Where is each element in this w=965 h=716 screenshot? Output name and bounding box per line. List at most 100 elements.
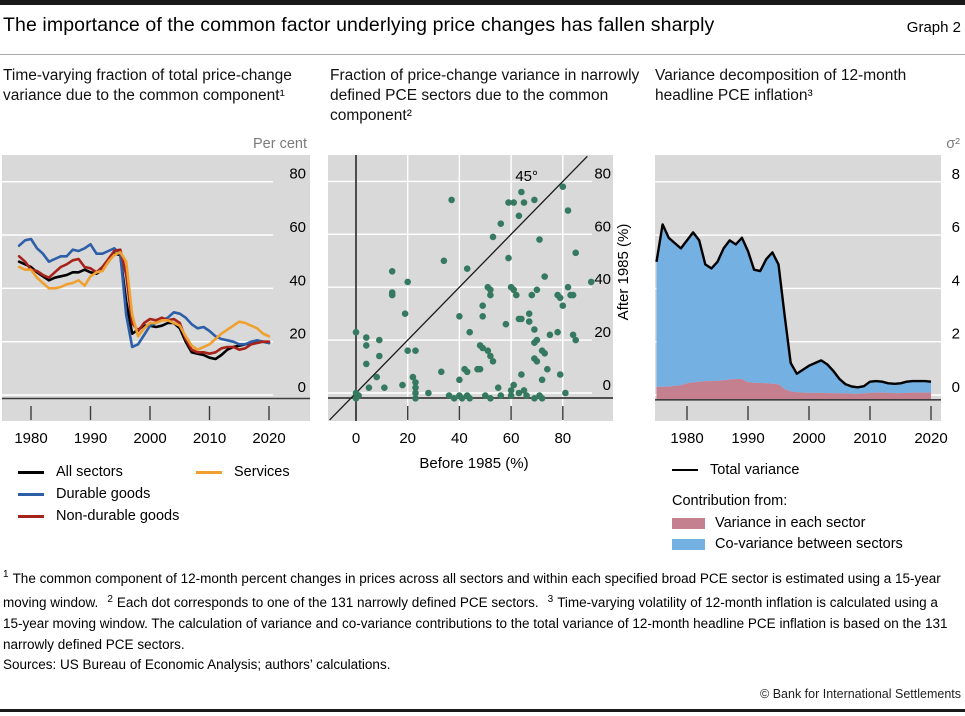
legend-item-total-variance: Total variance [672,460,799,480]
y-tick-label: 60 [594,218,611,235]
y-tick-label: 40 [289,272,306,289]
diagonal-45-line [329,155,588,421]
scatter-dot [412,379,419,386]
stacked-area-chart: 0 2 4 6 8 1980 1990 2000 2010 2020 [655,155,960,447]
x-tick-label: 1980 [670,430,703,447]
scatter-dot [538,376,546,384]
scatter-dot [546,331,554,339]
scatter-dot [515,389,523,397]
panel1-title: Time-varying fraction of total price-cha… [3,67,292,104]
footnote-2-marker: 2 [107,593,113,605]
legend-swatch-total-variance [672,468,698,472]
y-tick-label: 20 [594,324,611,341]
scatter-dot [489,233,497,241]
scatter-dot [497,392,505,399]
scatter-dot [401,310,409,317]
scatter-dot [562,389,569,397]
scatter-dot [564,207,572,214]
scatter-dot [556,294,564,302]
panel3-title: Variance decomposition of 12-month headl… [655,67,907,104]
scatter-dot [502,320,510,328]
x-tick-label: 1990 [731,430,764,447]
scatter-dot [456,313,463,320]
scatter-dot [425,389,432,397]
co-variance-area [656,224,931,394]
legend-item-durable-goods: Durable goods [18,484,150,504]
x-tick-label: 1980 [14,430,47,447]
scatter-dot [507,387,515,394]
scatter-dot [487,352,494,360]
header-divider [0,54,965,55]
y-tick-label: 8 [952,166,960,183]
legend-label-services: Services [234,464,290,480]
scatter-dot [533,358,541,365]
sources-line: Sources: US Bureau of Economic Analysis;… [3,657,391,672]
sigma-squared-unit-label: σ² [946,136,960,152]
scatter-dot [412,395,419,402]
footnote-2-text: Each dot corresponds to one of the 131 n… [116,595,539,610]
legend-label-total-variance: Total variance [710,462,800,478]
scatter-dot [533,336,541,344]
scatter-dot [556,371,564,378]
scatter-dot [572,249,579,257]
scatter-dot [365,384,373,391]
top-border-bar [0,0,965,5]
scatter-dot [487,286,494,294]
legend-swatch-sector-variance [672,517,705,529]
y-tick-label: 0 [603,377,611,394]
scatter-dot [505,199,512,206]
scatter-dot [466,395,473,402]
scatter-dot [564,283,572,291]
diagonal-45-label: 45° [515,168,538,185]
scatter-dot [476,365,484,373]
y-tick-label: 4 [952,272,960,289]
scatter-y-axis-label: After 1985 (%) [615,223,632,321]
scatter-dot [450,395,458,402]
scatter-dot [520,199,528,206]
scatter-dot [510,199,517,206]
scatter-dot [404,278,411,286]
scatter-chart: 0 20 40 60 80 45° 0 20 40 60 80 Before 1985 (%) [328,155,613,472]
footnote-3-text: Time-varying volatility of 12-month infl… [3,595,948,652]
sector-variance-area [656,379,931,399]
scatter-dot [463,368,471,376]
legend-label-sector-variance: Variance in each sector [715,515,866,531]
scatter-dot [445,392,453,399]
scatter-x-axis-label: Before 1985 (%) [419,455,528,472]
scatter-dot [520,387,528,394]
scatter-dot [484,347,492,354]
percent-unit-label: Per cent [253,136,307,152]
footnote-1-marker: 1 [3,569,9,580]
scatter-dot [569,331,577,339]
x-tick-label: 2020 [252,430,285,447]
scatter-dot [381,384,388,391]
scatter-dot [466,328,473,336]
scatter-dot [479,302,486,309]
legend-label-all-sectors: All sectors [56,464,123,480]
x-tick-label: 60 [503,430,520,447]
scatter-dot [376,352,383,360]
legend-swatch-all-sectors [18,470,44,474]
scatter-dot [489,358,497,365]
scatter-dot [515,212,523,220]
scatter-dot [363,334,370,341]
x-tick-label: 80 [554,430,571,447]
scatter-dot [412,347,419,354]
scatter-dot [409,373,417,381]
scatter-dot [572,336,579,344]
scatter-dot [525,310,533,317]
scatter-dot [448,196,455,204]
scatter-dot [507,392,515,399]
panel2-title: Fraction of price-change variance in nar… [330,67,640,124]
scatter-dot [513,291,520,299]
legend-label-non-durable-goods: Non-durable goods [56,508,180,524]
y-tick-label: 2 [952,326,960,343]
x-tick-label: 40 [451,430,468,447]
series-line-all-sectors [17,252,271,361]
series-line-durable-goods [17,237,271,349]
scatter-dot [376,336,383,344]
scatter-dot [541,273,548,280]
x-tick-label: 0 [352,430,360,447]
scatter-dot [531,196,538,204]
legend-item-services: Services [196,462,290,482]
